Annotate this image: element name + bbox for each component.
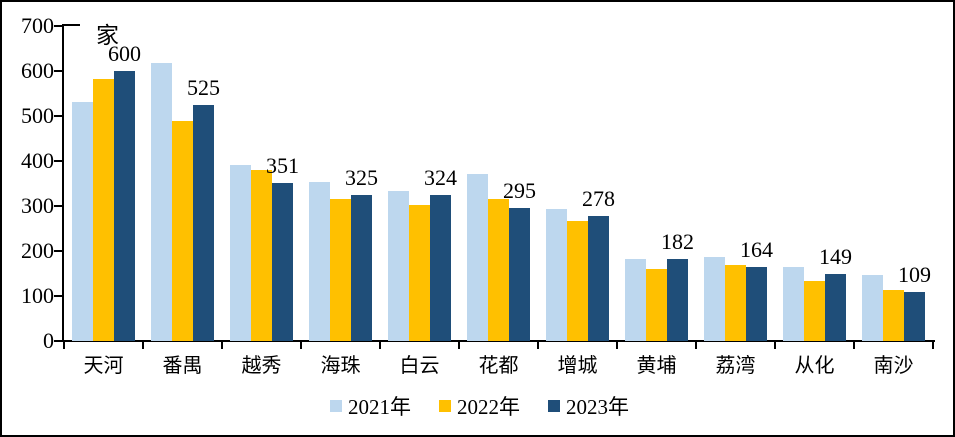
category-label: 黄埔 bbox=[636, 355, 677, 377]
x-tick-mark bbox=[63, 342, 65, 349]
bar bbox=[388, 191, 409, 341]
legend-item: 2022年 bbox=[439, 391, 520, 421]
bar bbox=[904, 292, 925, 341]
data-label: 525 bbox=[187, 75, 220, 100]
bar bbox=[509, 208, 530, 341]
bar bbox=[488, 199, 509, 341]
data-label: 600 bbox=[108, 41, 141, 66]
bar bbox=[546, 209, 567, 341]
bar bbox=[725, 265, 746, 341]
y-tick-label: 500 bbox=[21, 103, 54, 128]
bar bbox=[93, 79, 114, 341]
y-axis-line bbox=[62, 24, 64, 342]
category-label: 南沙 bbox=[873, 355, 914, 377]
bar bbox=[883, 290, 904, 341]
category-label: 白云 bbox=[399, 355, 440, 377]
data-label: 351 bbox=[266, 153, 299, 178]
category-label: 天河 bbox=[83, 355, 124, 377]
bar bbox=[567, 221, 588, 341]
y-tick-label: 0 bbox=[43, 328, 54, 353]
data-label: 149 bbox=[819, 244, 852, 269]
x-axis-line bbox=[62, 340, 935, 342]
bar bbox=[783, 267, 804, 341]
x-tick-mark bbox=[379, 342, 381, 349]
category-label: 荔湾 bbox=[715, 355, 756, 377]
bar bbox=[704, 257, 725, 341]
y-tick-mark bbox=[54, 250, 62, 252]
category-label: 海珠 bbox=[320, 355, 361, 377]
category-label: 增城 bbox=[557, 355, 598, 377]
legend-item: 2023年 bbox=[548, 391, 629, 421]
data-label: 278 bbox=[582, 186, 615, 211]
y-axis-unit-label: 家 bbox=[96, 23, 119, 48]
category-label: 番禺 bbox=[162, 355, 203, 377]
x-tick-mark bbox=[616, 342, 618, 349]
bar bbox=[746, 267, 767, 341]
bar bbox=[330, 199, 351, 341]
data-label: 182 bbox=[661, 229, 694, 254]
bar bbox=[151, 63, 172, 341]
data-label: 164 bbox=[740, 237, 773, 262]
legend-label: 2023年 bbox=[566, 395, 629, 419]
category-label: 从化 bbox=[794, 355, 835, 377]
bar bbox=[309, 182, 330, 341]
bar bbox=[862, 275, 883, 341]
y-tick-mark bbox=[54, 160, 62, 162]
category-label: 花都 bbox=[478, 355, 519, 377]
data-label: 109 bbox=[898, 262, 931, 287]
y-tick-mark bbox=[54, 295, 62, 297]
y-tick-mark bbox=[54, 70, 62, 72]
y-tick-label: 700 bbox=[21, 13, 54, 38]
legend-swatch bbox=[548, 400, 560, 412]
x-tick-mark bbox=[537, 342, 539, 349]
y-tick-label: 400 bbox=[21, 148, 54, 173]
x-tick-mark bbox=[142, 342, 144, 349]
bar bbox=[230, 165, 251, 341]
x-tick-mark bbox=[774, 342, 776, 349]
bar bbox=[351, 195, 372, 341]
bar bbox=[625, 259, 646, 341]
bar bbox=[409, 205, 430, 341]
y-tick-mark bbox=[54, 115, 62, 117]
y-tick-mark bbox=[54, 205, 62, 207]
y-tick-label: 600 bbox=[21, 58, 54, 83]
bar bbox=[467, 174, 488, 341]
bar bbox=[430, 195, 451, 341]
x-tick-mark bbox=[853, 342, 855, 349]
x-tick-mark bbox=[695, 342, 697, 349]
x-tick-mark bbox=[300, 342, 302, 349]
legend-swatch bbox=[439, 400, 451, 412]
bar bbox=[114, 71, 135, 341]
bar bbox=[588, 216, 609, 341]
y-axis-top-cap bbox=[62, 24, 80, 26]
bar bbox=[804, 281, 825, 341]
y-tick-mark bbox=[54, 340, 62, 342]
legend-swatch bbox=[330, 400, 342, 412]
data-label: 324 bbox=[424, 165, 457, 190]
x-tick-mark bbox=[932, 342, 934, 349]
bar bbox=[193, 105, 214, 341]
data-label: 325 bbox=[345, 165, 378, 190]
legend-label: 2022年 bbox=[457, 395, 520, 419]
x-tick-mark bbox=[221, 342, 223, 349]
y-tick-mark bbox=[54, 25, 62, 27]
y-tick-label: 300 bbox=[21, 193, 54, 218]
y-tick-label: 200 bbox=[21, 238, 54, 263]
bar bbox=[272, 183, 293, 341]
bar bbox=[825, 274, 846, 341]
bar bbox=[172, 121, 193, 341]
legend: 2021年 2022年 2023年 bbox=[2, 391, 953, 421]
category-label: 越秀 bbox=[241, 355, 282, 377]
bar bbox=[251, 170, 272, 341]
y-tick-label: 100 bbox=[21, 283, 54, 308]
bar bbox=[646, 269, 667, 341]
x-tick-mark bbox=[458, 342, 460, 349]
legend-label: 2021年 bbox=[348, 395, 411, 419]
bar bbox=[667, 259, 688, 341]
bar bbox=[72, 102, 93, 341]
legend-item: 2021年 bbox=[330, 391, 411, 421]
data-label: 295 bbox=[503, 178, 536, 203]
